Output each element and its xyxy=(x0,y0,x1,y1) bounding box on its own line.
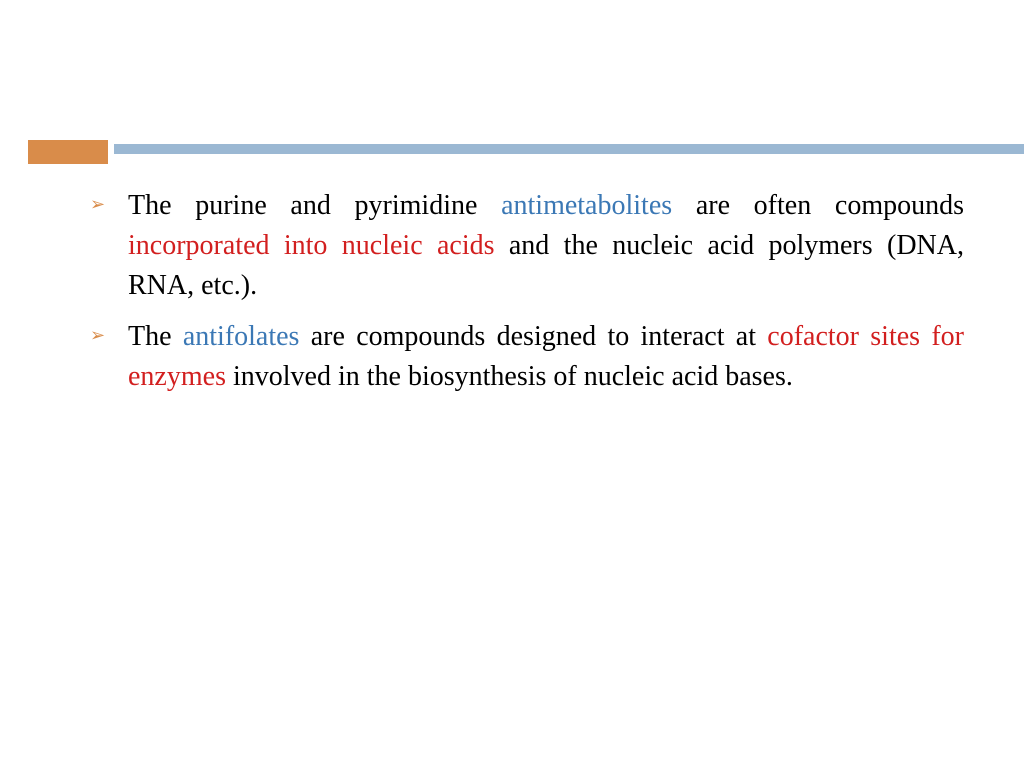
text-segment: incorporated into nucleic acids xyxy=(128,230,495,261)
bullet-marker-icon: ➢ xyxy=(90,317,128,397)
header-blue-bar xyxy=(114,144,1024,154)
bullet-text: The purine and pyrimidine antimetabolite… xyxy=(128,186,964,305)
header-bar xyxy=(0,140,1024,156)
text-segment: are often compounds xyxy=(672,190,964,221)
text-segment: antifolates xyxy=(183,321,300,352)
text-segment: The purine and pyrimidine xyxy=(128,190,501,221)
bullet-text: The antifolates are compounds designed t… xyxy=(128,317,964,397)
text-segment: involved in the biosynthesis of nucleic … xyxy=(226,361,793,392)
bullet-item: ➢ The antifolates are compounds designed… xyxy=(90,317,964,397)
slide-content: ➢The purine and pyrimidine antimetabolit… xyxy=(90,186,964,409)
text-segment: are compounds designed to interact at xyxy=(299,321,767,352)
text-segment: The xyxy=(128,321,183,352)
bullet-marker-icon: ➢ xyxy=(90,186,128,305)
text-segment: antimetabolites xyxy=(501,190,672,221)
bullet-item: ➢The purine and pyrimidine antimetabolit… xyxy=(90,186,964,305)
header-orange-block xyxy=(28,140,108,164)
